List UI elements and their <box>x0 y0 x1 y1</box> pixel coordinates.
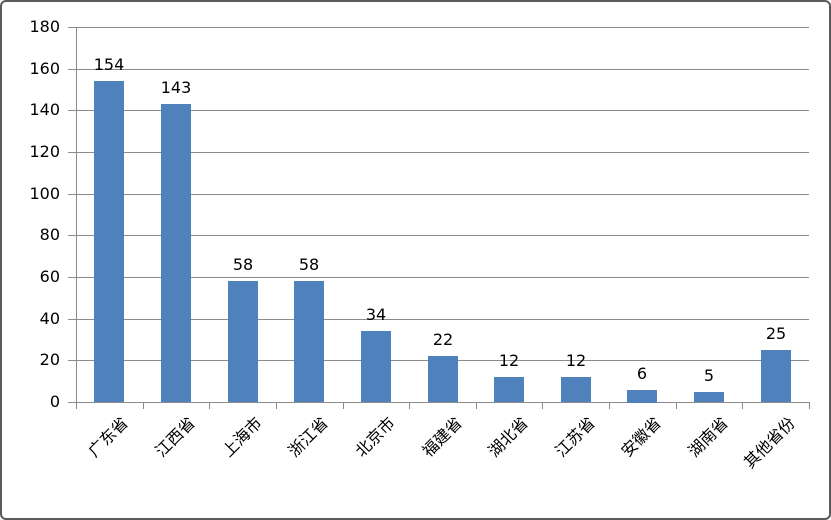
y-tick-label: 20 <box>39 350 60 369</box>
bar <box>94 81 124 402</box>
y-tick-label: 100 <box>29 184 60 203</box>
x-axis <box>76 402 810 403</box>
bar <box>294 281 324 402</box>
x-axis-tick <box>476 402 477 409</box>
y-axis-tick <box>68 69 76 70</box>
y-axis-tick <box>68 402 76 403</box>
x-axis-tick <box>143 402 144 409</box>
y-axis-tick <box>68 152 76 153</box>
bar-value-label: 22 <box>432 330 454 349</box>
bar-value-label: 154 <box>93 55 125 74</box>
y-axis-tick <box>68 235 76 236</box>
y-axis-tick <box>68 277 76 278</box>
y-tick-label: 120 <box>29 142 60 161</box>
x-axis-tick <box>343 402 344 409</box>
bar <box>627 390 657 403</box>
bar <box>428 356 458 402</box>
y-axis-tick <box>68 27 76 28</box>
y-axis-tick <box>68 110 76 111</box>
x-axis-tick <box>542 402 543 409</box>
y-tick-label: 160 <box>29 59 60 78</box>
y-axis-tick <box>68 360 76 361</box>
bar-value-label: 143 <box>160 78 192 97</box>
bar-value-label: 34 <box>365 305 387 324</box>
bar <box>761 350 791 402</box>
bar-value-label: 5 <box>703 366 715 385</box>
y-gridline <box>76 27 809 28</box>
bar <box>494 377 524 402</box>
y-tick-label: 140 <box>29 100 60 119</box>
bar <box>694 392 724 402</box>
x-axis-tick <box>276 402 277 409</box>
bar <box>228 281 258 402</box>
y-tick-label: 40 <box>39 309 60 328</box>
bar-value-label: 12 <box>565 351 587 370</box>
y-tick-label: 0 <box>49 392 60 411</box>
bar <box>561 377 591 402</box>
x-axis-tick <box>609 402 610 409</box>
bar-value-label: 25 <box>765 324 787 343</box>
x-axis-tick <box>676 402 677 409</box>
y-axis <box>76 27 77 402</box>
bar-value-label: 6 <box>636 364 648 383</box>
y-axis-tick <box>68 194 76 195</box>
x-axis-tick <box>742 402 743 409</box>
x-axis-tick <box>409 402 410 409</box>
x-axis-tick <box>76 402 77 409</box>
x-axis-tick <box>209 402 210 409</box>
bar-value-label: 12 <box>498 351 520 370</box>
y-tick-label: 180 <box>29 17 60 36</box>
bar <box>161 104 191 402</box>
bar-value-label: 58 <box>232 255 254 274</box>
y-gridline <box>76 69 809 70</box>
y-tick-label: 60 <box>39 267 60 286</box>
bar-value-label: 58 <box>298 255 320 274</box>
y-tick-label: 80 <box>39 225 60 244</box>
bar <box>361 331 391 402</box>
y-axis-tick <box>68 319 76 320</box>
x-axis-tick <box>809 402 810 409</box>
